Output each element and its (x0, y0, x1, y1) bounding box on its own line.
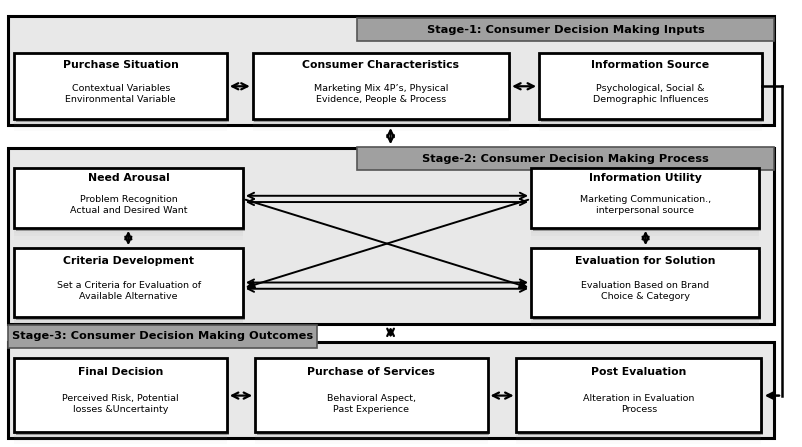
Text: Purchase of Services: Purchase of Services (307, 367, 435, 377)
FancyBboxPatch shape (533, 170, 761, 231)
FancyBboxPatch shape (16, 361, 229, 435)
FancyBboxPatch shape (539, 53, 762, 119)
FancyBboxPatch shape (16, 251, 245, 320)
FancyBboxPatch shape (14, 423, 227, 434)
FancyBboxPatch shape (16, 170, 245, 231)
FancyBboxPatch shape (516, 423, 761, 434)
FancyBboxPatch shape (531, 168, 759, 228)
Text: Stage-1: Consumer Decision Making Inputs: Stage-1: Consumer Decision Making Inputs (427, 25, 704, 34)
FancyBboxPatch shape (253, 110, 509, 122)
FancyBboxPatch shape (14, 313, 243, 323)
FancyBboxPatch shape (14, 110, 227, 122)
FancyBboxPatch shape (516, 358, 761, 432)
FancyBboxPatch shape (8, 342, 774, 438)
FancyBboxPatch shape (255, 423, 488, 434)
FancyBboxPatch shape (14, 53, 227, 119)
Text: Alteration in Evaluation
Process: Alteration in Evaluation Process (583, 394, 695, 414)
FancyBboxPatch shape (357, 18, 774, 41)
FancyBboxPatch shape (257, 361, 489, 435)
Text: Information Utility: Information Utility (589, 173, 702, 183)
FancyBboxPatch shape (541, 56, 764, 122)
Text: Information Source: Information Source (591, 60, 710, 70)
FancyBboxPatch shape (531, 248, 759, 317)
FancyBboxPatch shape (255, 358, 488, 432)
FancyBboxPatch shape (14, 358, 227, 432)
Text: Behavioral Aspect,
Past Experience: Behavioral Aspect, Past Experience (327, 394, 415, 414)
Text: Marketing Mix 4P’s, Physical
Evidence, People & Process: Marketing Mix 4P’s, Physical Evidence, P… (314, 84, 448, 105)
FancyBboxPatch shape (357, 147, 774, 170)
FancyBboxPatch shape (253, 115, 509, 125)
Text: Criteria Development: Criteria Development (63, 256, 194, 266)
Text: Final Decision: Final Decision (78, 367, 164, 377)
Text: Stage-2: Consumer Decision Making Process: Stage-2: Consumer Decision Making Proces… (422, 154, 709, 164)
FancyBboxPatch shape (531, 313, 759, 323)
FancyBboxPatch shape (531, 308, 759, 320)
FancyBboxPatch shape (14, 115, 227, 125)
FancyBboxPatch shape (539, 110, 762, 122)
FancyBboxPatch shape (14, 224, 243, 233)
Text: Psychological, Social &
Demographic Influences: Psychological, Social & Demographic Infl… (593, 84, 708, 105)
FancyBboxPatch shape (8, 148, 774, 324)
Text: Need Arousal: Need Arousal (88, 173, 169, 183)
Text: Problem Recognition
Actual and Desired Want: Problem Recognition Actual and Desired W… (70, 195, 188, 215)
FancyBboxPatch shape (16, 56, 229, 122)
FancyBboxPatch shape (8, 325, 317, 348)
FancyBboxPatch shape (254, 56, 511, 122)
FancyBboxPatch shape (533, 251, 761, 320)
Text: Purchase Situation: Purchase Situation (63, 60, 179, 70)
FancyBboxPatch shape (516, 428, 761, 438)
FancyBboxPatch shape (539, 115, 762, 125)
FancyBboxPatch shape (14, 168, 243, 228)
Text: Set a Criteria for Evaluation of
Available Alternative: Set a Criteria for Evaluation of Availab… (57, 281, 200, 301)
FancyBboxPatch shape (531, 224, 759, 233)
FancyBboxPatch shape (518, 361, 763, 435)
FancyBboxPatch shape (8, 16, 774, 125)
FancyBboxPatch shape (531, 219, 759, 230)
FancyBboxPatch shape (14, 219, 243, 230)
Text: Evaluation for Solution: Evaluation for Solution (575, 256, 715, 266)
Text: Marketing Communication.,
interpersonal source: Marketing Communication., interpersonal … (580, 195, 711, 215)
FancyBboxPatch shape (255, 428, 488, 438)
Text: Post Evaluation: Post Evaluation (591, 367, 687, 377)
FancyBboxPatch shape (14, 428, 227, 438)
FancyBboxPatch shape (14, 308, 243, 320)
Text: Evaluation Based on Brand
Choice & Category: Evaluation Based on Brand Choice & Categ… (581, 281, 709, 301)
FancyBboxPatch shape (253, 53, 509, 119)
Text: Stage-3: Consumer Decision Making Outcomes: Stage-3: Consumer Decision Making Outcom… (12, 331, 313, 341)
Text: Perceived Risk, Potential
losses &Uncertainty: Perceived Risk, Potential losses &Uncert… (63, 394, 179, 414)
Text: Consumer Characteristics: Consumer Characteristics (302, 60, 460, 70)
FancyBboxPatch shape (14, 248, 243, 317)
Text: Contextual Variables
Environmental Variable: Contextual Variables Environmental Varia… (66, 84, 176, 105)
